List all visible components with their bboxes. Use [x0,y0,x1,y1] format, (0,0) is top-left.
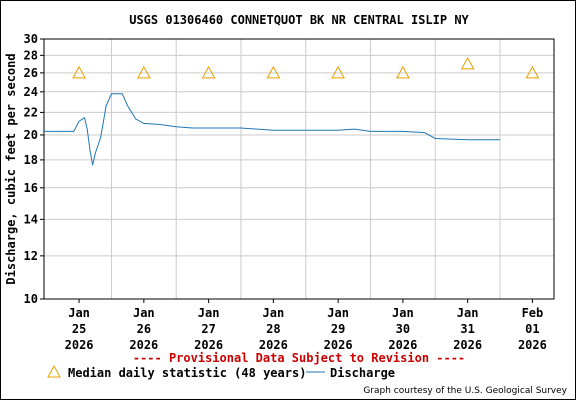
median-marker [331,65,345,79]
series-line-discharge [44,93,500,166]
x-tick-label: 27 [201,322,215,336]
y-tick-label: 24 [24,85,38,99]
y-tick-label: 22 [24,105,38,119]
chart-title: USGS 01306460 CONNETQUOT BK NR CENTRAL I… [129,13,469,27]
x-tick-label: Jan [263,306,285,320]
legend-median-marker [47,364,61,378]
x-tick-label: 2026 [453,338,482,352]
x-tick-label: Jan [457,306,479,320]
grid [44,38,554,300]
x-tick-label: 25 [72,322,86,336]
x-tick-label: 2026 [65,338,94,352]
x-tick-label: 2026 [259,338,288,352]
y-tick-label: 14 [24,212,38,226]
y-tick-label: 16 [24,181,38,195]
x-tick-label: 28 [266,322,280,336]
y-tick-label: 12 [24,249,38,263]
provisional-notice: ---- Provisional Data Subject to Revisio… [133,351,465,365]
median-marker [201,65,216,79]
y-tick-label: 20 [24,128,38,142]
series [44,93,500,166]
x-tick-label: 30 [396,322,410,336]
legend-median-label: Median daily statistic (48 years) [68,366,306,380]
median-marker [460,56,475,70]
y-tick-label: 26 [24,66,38,80]
y-tick-label: 10 [24,292,38,306]
x-tick-label: 2026 [194,338,223,352]
x-tick-label: 26 [137,322,151,336]
median-marker [136,65,151,79]
x-tick-label: 2026 [129,338,158,352]
x-tick-label: Feb [522,306,544,320]
median-marker [72,65,86,79]
legend-discharge-label: Discharge [330,366,395,380]
y-tick-label: 18 [24,153,38,167]
x-tick-label: 29 [331,322,345,336]
y-axis-label: Discharge, cubic feet per second [4,53,18,284]
x-tick-labels: Jan 25 2026 Jan 26 2026 Jan 27 2026 Jan 28 2026 Jan 2… [65,299,547,352]
x-tick-label: Jan [68,306,90,320]
median-marker [266,65,281,79]
x-tick-label: Jan [198,306,220,320]
median-marker [396,65,410,79]
median-markers [72,56,540,79]
y-tick-labels: 10 12 14 16 18 20 22 24 26 28 30 [24,32,44,306]
x-tick-label: 01 [525,322,539,336]
x-tick-label: 31 [460,322,474,336]
y-tick-label: 30 [24,32,38,46]
x-tick-label: 2026 [324,338,353,352]
courtesy-text: Graph courtesy of the U.S. Geological Su… [363,386,567,396]
x-tick-label: Jan [392,306,414,320]
x-tick-label: Jan [327,306,349,320]
median-marker [525,65,540,79]
y-tick-label: 28 [24,48,38,62]
x-tick-label: 2026 [388,338,417,352]
plot-area [43,38,555,300]
x-tick-label: 2026 [518,338,547,352]
x-tick-label: Jan [133,306,155,320]
